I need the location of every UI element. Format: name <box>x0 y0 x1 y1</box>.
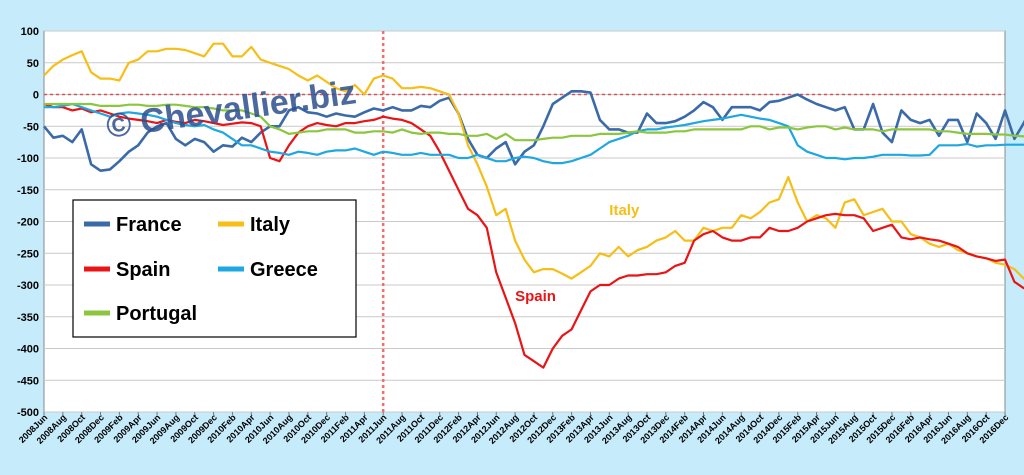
y-tick-label: 50 <box>27 58 39 70</box>
series-line-france <box>42 90 1024 172</box>
legend-label-france: France <box>116 214 182 236</box>
y-tick-label: -300 <box>17 280 39 292</box>
legend-label-portugal: Portugal <box>116 303 197 325</box>
series-lines: 10.6326.9313.666.3 <box>42 42 1024 369</box>
reference-lines <box>44 31 1005 412</box>
y-tick-label: -50 <box>23 121 39 133</box>
x-axis: 2008Jun2008Aug2008Oct2008Dec2009Feb2009A… <box>17 412 1011 446</box>
y-tick-label: -250 <box>17 248 39 260</box>
series-line-italy <box>43 42 1024 280</box>
y-tick-label: -500 <box>17 407 39 419</box>
y-tick-label: -150 <box>17 185 39 197</box>
y-tick-label: -350 <box>17 312 39 324</box>
y-tick-label: -400 <box>17 344 39 356</box>
annotations: Italy Spain <box>515 202 640 305</box>
y-axis: 100 50 0 -50 -100 -150 -200 -250 -300 -350 -400 -45… <box>17 26 39 419</box>
y-tick-label: -450 <box>17 375 39 387</box>
series-line-portugal <box>44 102 1024 142</box>
legend: France Italy Spain Greece Portugal <box>72 199 357 338</box>
legend-label-greece: Greece <box>250 259 318 281</box>
annotation-italy: Italy <box>609 202 640 219</box>
y-tick-label: -200 <box>17 217 39 229</box>
legend-label-spain: Spain <box>116 259 170 281</box>
legend-label-italy: Italy <box>250 214 291 236</box>
y-tick-label: 0 <box>33 90 39 102</box>
series-line-greece <box>44 102 1024 165</box>
legend-box <box>72 199 357 338</box>
series-line-spain <box>43 102 1024 369</box>
annotation-spain: Spain <box>515 288 556 305</box>
y-tick-label: 100 <box>21 26 39 38</box>
y-tick-label: -100 <box>17 153 39 165</box>
